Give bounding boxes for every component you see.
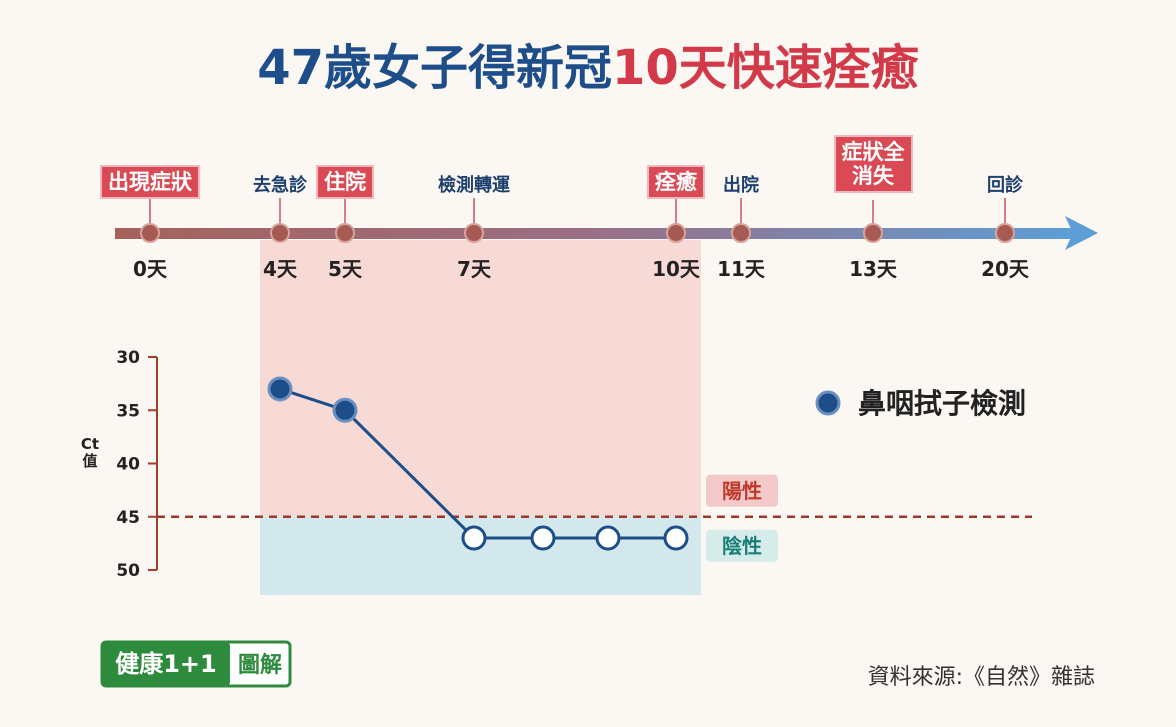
y-tick-label: 35 — [116, 401, 140, 421]
day-label: 5天 — [328, 257, 362, 281]
event-label: 去急診 — [253, 175, 307, 196]
source: 資料來源:《自然》雜誌 — [868, 665, 1095, 690]
y-tick-label: 40 — [116, 455, 140, 475]
day-label: 10天 — [652, 257, 700, 281]
event-label: 出現症狀 — [100, 165, 200, 200]
event-label: 痊癒 — [647, 165, 705, 200]
y-tick-label: 45 — [116, 508, 140, 528]
data-point — [595, 525, 621, 551]
day-label: 7天 — [457, 257, 491, 281]
timeline-dot — [270, 223, 290, 243]
event-label: 出院 — [723, 175, 759, 196]
event-label: 檢測轉運 — [438, 175, 510, 196]
timeline-bar — [115, 228, 1075, 239]
positive-label: 陽性 — [722, 479, 762, 503]
negative-label: 陰性 — [722, 534, 762, 558]
timeline-dot — [464, 223, 484, 243]
legend-label: 鼻咽拭子檢測 — [858, 387, 1026, 420]
y-axis-label: Ct 值 — [80, 435, 100, 471]
legend-marker — [815, 390, 841, 416]
positive-label-box — [706, 474, 778, 507]
y-tick-label: 30 — [116, 348, 140, 368]
logo-main: 健康1+1 — [115, 650, 217, 678]
day-label: 0天 — [133, 257, 167, 281]
title-part: 10天快速痊癒 — [612, 40, 919, 96]
positive-region — [260, 240, 701, 517]
day-label: 4天 — [263, 257, 297, 281]
y-tick-label: 50 — [116, 561, 140, 581]
timeline-dot — [335, 223, 355, 243]
timeline-dot — [731, 223, 751, 243]
timeline-dot — [863, 223, 883, 243]
data-point — [530, 525, 556, 551]
logo: 健康1+1 圖解 — [100, 640, 292, 688]
day-label: 13天 — [849, 257, 897, 281]
event-label: 症狀全 消失 — [833, 135, 913, 194]
event-label: 住院 — [316, 165, 374, 200]
title-part: 47歲女子得新冠 — [257, 40, 612, 96]
day-label: 20天 — [981, 257, 1029, 281]
data-point — [267, 376, 293, 402]
logo-sub: 圖解 — [238, 652, 282, 678]
title: 47歲女子得新冠10天快速痊癒 — [257, 40, 919, 96]
timeline-dot — [995, 223, 1015, 243]
timeline-dot — [666, 223, 686, 243]
event-label: 回診 — [987, 175, 1023, 196]
timeline-dot — [140, 223, 160, 243]
data-point — [663, 525, 689, 551]
day-label: 11天 — [717, 257, 765, 281]
data-point — [461, 525, 487, 551]
timeline-arrow — [1065, 216, 1098, 250]
negative-label-box — [706, 529, 778, 562]
data-point — [332, 397, 358, 423]
